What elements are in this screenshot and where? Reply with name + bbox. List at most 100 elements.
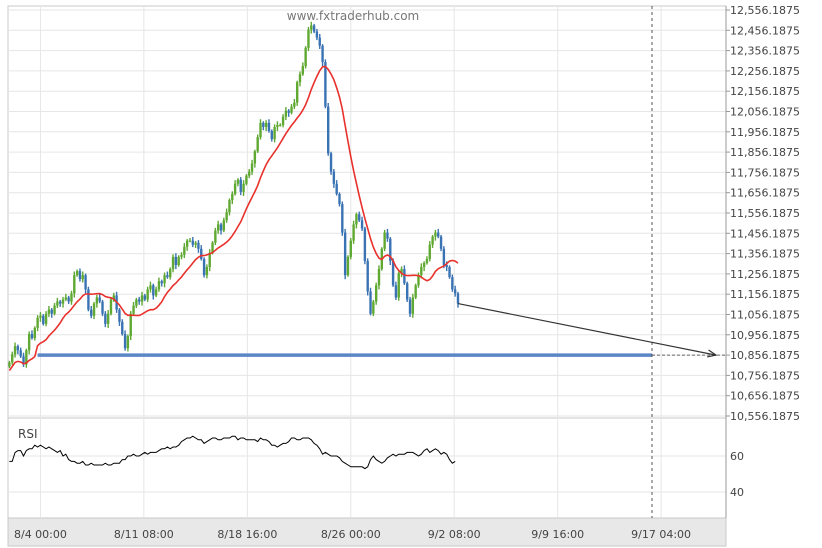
candle-body (47, 309, 51, 314)
candle-body (25, 350, 28, 365)
y-tick-label: 11,956.1875 (730, 126, 800, 139)
candle-body (307, 29, 310, 48)
rsi-line (9, 435, 456, 470)
candle-body (428, 244, 431, 259)
candle-body (225, 212, 228, 221)
candle-body (171, 256, 175, 270)
candle-body (188, 240, 192, 242)
y-tick-label: 11,756.1875 (730, 166, 800, 179)
candle-body (191, 240, 194, 245)
candle-body (332, 171, 336, 184)
candle-body (64, 297, 68, 300)
y-tick-label: 11,556.1875 (730, 207, 800, 220)
candle-body (301, 66, 305, 75)
candle-body (270, 131, 273, 140)
candle-body (329, 153, 333, 172)
candle-body (293, 102, 296, 107)
candle-body (208, 252, 211, 268)
candle-body (386, 232, 389, 239)
candle-body (338, 193, 341, 205)
candle-body (27, 334, 31, 351)
candle-body (358, 214, 361, 221)
candle-body (202, 258, 206, 276)
y-tick-label: 11,056.1875 (730, 309, 800, 322)
candle-body (233, 183, 237, 194)
candle-body (397, 273, 400, 298)
candle-body (372, 301, 375, 314)
y-tick-label: 11,256.1875 (730, 268, 800, 281)
candle-body (126, 336, 130, 349)
price-chart[interactable] (8, 6, 726, 518)
candle-body (262, 122, 265, 127)
candle-body (101, 301, 104, 314)
candle-body (140, 295, 144, 302)
candle-body (90, 309, 93, 316)
candle-body (118, 309, 121, 322)
candle-body (453, 289, 457, 294)
candle-body (236, 179, 240, 184)
candle-body (391, 260, 395, 286)
candle-body (222, 220, 226, 231)
candle-body (70, 293, 73, 302)
candle-body (414, 285, 417, 298)
candle-body (163, 275, 166, 284)
candle-body (44, 313, 48, 324)
candle-body (185, 240, 189, 247)
y-tick-label: 10,956.1875 (730, 329, 800, 342)
candle-body (109, 299, 113, 314)
candle-body (214, 230, 217, 243)
candle-body (343, 232, 347, 276)
candle-body (298, 74, 302, 83)
candle-body (456, 293, 460, 304)
candle-body (310, 25, 313, 30)
candle-body (22, 356, 25, 365)
candle-body (92, 303, 96, 316)
candle-body (327, 106, 330, 154)
candle-body (400, 269, 403, 274)
candle-body (8, 362, 11, 367)
candle-body (267, 122, 271, 132)
y-tick-label: 10,756.1875 (730, 369, 800, 382)
y-tick-label: 12,056.1875 (730, 106, 800, 119)
candle-body (434, 232, 437, 237)
candle-body (431, 236, 434, 245)
candle-body (154, 289, 158, 296)
candle-body (160, 281, 163, 284)
candle-body (231, 193, 234, 201)
y-tick-label: 11,356.1875 (730, 248, 800, 261)
candle-body (157, 281, 161, 290)
candle-body (290, 106, 293, 113)
candle-body (304, 47, 307, 67)
candle-body (403, 269, 406, 284)
moving-average-line (8, 65, 459, 372)
candle-body (56, 301, 59, 306)
candle-body (439, 236, 443, 249)
rsi-tick-label: 60 (730, 450, 744, 463)
candle-body (363, 228, 367, 261)
y-tick-label: 11,856.1875 (730, 146, 800, 159)
candle-body (442, 248, 446, 266)
candle-body (174, 256, 178, 266)
candle-body (420, 267, 423, 276)
y-tick-label: 11,656.1875 (730, 187, 800, 200)
candle-body (112, 295, 115, 300)
candle-body (284, 110, 288, 117)
candle-body (183, 246, 186, 255)
rsi-chart[interactable] (9, 435, 456, 470)
candle-body (73, 275, 76, 294)
candle-body (451, 277, 454, 290)
candle-body (123, 334, 127, 349)
candle-body (245, 175, 248, 184)
candle-body (360, 220, 364, 229)
y-tick-label: 12,556.1875 (730, 4, 800, 17)
candle-body (408, 299, 412, 314)
candle-body (369, 291, 372, 314)
candle-body (250, 163, 254, 172)
candle-body (281, 116, 285, 125)
candle-body (42, 315, 45, 324)
candle-body (417, 275, 420, 286)
candle-body (389, 238, 392, 261)
x-tick-label: 9/17 04:00 (631, 528, 691, 541)
